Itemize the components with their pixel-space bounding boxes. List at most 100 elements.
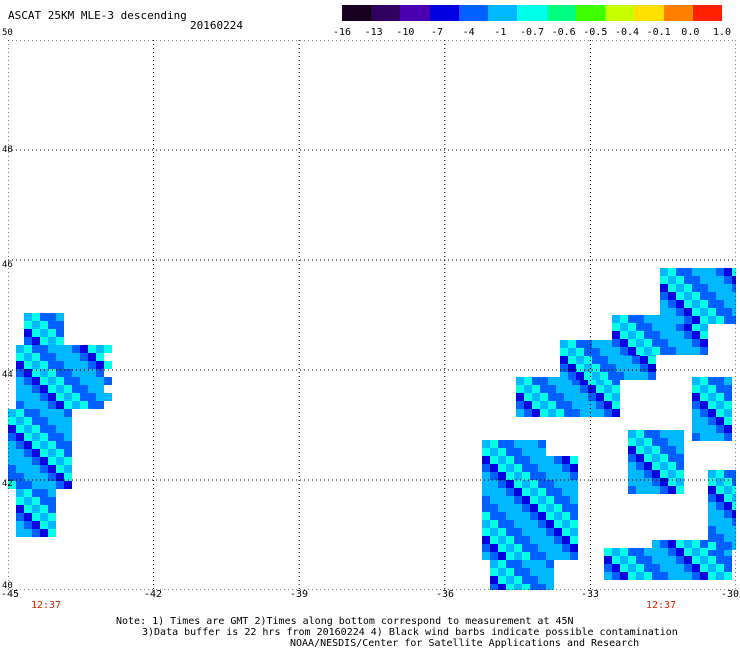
swath-cell (724, 308, 732, 316)
swath-cell (724, 401, 732, 409)
swath-cell (538, 456, 546, 464)
swath-cell (532, 393, 540, 401)
swath-cell (562, 544, 570, 552)
swath-cell (564, 409, 572, 417)
swath-cell (652, 323, 660, 331)
swath-cell (676, 339, 684, 347)
colorbar-segment (634, 5, 664, 21)
swath-cell (16, 465, 24, 473)
swath-cell (660, 339, 668, 347)
swath-cell (522, 544, 530, 552)
map-svg (8, 40, 736, 590)
swath-cell (708, 494, 716, 502)
swath-cell (628, 470, 636, 478)
swath-cell (32, 337, 40, 345)
swath-cell (570, 544, 578, 552)
swath-cell (88, 345, 96, 353)
swath-cell (522, 528, 530, 536)
swath-cell (16, 505, 24, 513)
swath-cell (568, 356, 576, 364)
swath-cell (490, 480, 498, 488)
swath-cell (708, 409, 716, 417)
colorbar-segment (517, 5, 547, 21)
swath-cell (632, 356, 640, 364)
colorbar-label: -16 (332, 27, 352, 38)
swath-cell (668, 478, 676, 486)
swath-cell (676, 572, 684, 580)
swath-cell (72, 401, 80, 409)
swath-cell (506, 440, 514, 448)
swath-cell (490, 504, 498, 512)
swath-cell (572, 377, 580, 385)
swath-cell (636, 572, 644, 580)
swath-cell (32, 393, 40, 401)
swath-cell (716, 401, 724, 409)
swath-cell (514, 528, 522, 536)
swath-cell (506, 584, 514, 590)
swath-cell (56, 433, 64, 441)
swath-cell (532, 401, 540, 409)
swath-cell (24, 433, 32, 441)
swath-cell (668, 268, 676, 276)
swath-cell (604, 409, 612, 417)
colorbar-segment (400, 5, 430, 21)
swath-cell (16, 385, 24, 393)
swath-cell (596, 393, 604, 401)
swath-cell (692, 331, 700, 339)
swath-cell (104, 393, 112, 401)
swath-cell (612, 385, 620, 393)
swath-cell (554, 544, 562, 552)
swath-cell (628, 572, 636, 580)
swath-cell (546, 512, 554, 520)
swath-cell (48, 521, 56, 529)
swath-cell (530, 552, 538, 560)
swath-cell (498, 552, 506, 560)
swath-cell (668, 339, 676, 347)
swath-cell (498, 544, 506, 552)
swath-cell (612, 393, 620, 401)
swath-cell (700, 548, 708, 556)
swath-cell (684, 300, 692, 308)
swath-cell (40, 505, 48, 513)
swath-cell (644, 548, 652, 556)
swath-cell (96, 385, 104, 393)
swath-cell (716, 393, 724, 401)
swath-cell (636, 470, 644, 478)
swath-cell (564, 377, 572, 385)
swath-cell (636, 315, 644, 323)
swath-cell (616, 372, 624, 380)
swath-cell (604, 564, 612, 572)
swath-cell (568, 340, 576, 348)
swath-cell (708, 470, 716, 478)
swath-cell (32, 465, 40, 473)
swath-cell (612, 377, 620, 385)
swath-cell (684, 292, 692, 300)
colorbar-label: 1.0 (712, 27, 732, 38)
swath-cell (530, 568, 538, 576)
swath-cell (32, 433, 40, 441)
grid-lines (8, 40, 736, 590)
swath-cell (24, 497, 32, 505)
swath-cell (708, 548, 716, 556)
swath-cell (716, 268, 724, 276)
swath-cell (64, 385, 72, 393)
swath-cell (648, 372, 656, 380)
swath-cell (716, 486, 724, 494)
swath-cell (506, 552, 514, 560)
swath-cell (522, 480, 530, 488)
swath-cell (554, 472, 562, 480)
swath-cell (48, 377, 56, 385)
swath-cell (24, 401, 32, 409)
swath-cell (498, 448, 506, 456)
swath-cell (546, 504, 554, 512)
swath-cell (676, 470, 684, 478)
swath-cell (708, 534, 716, 542)
swath-cell (96, 369, 104, 377)
swath-cell (716, 510, 724, 518)
swath-cell (506, 472, 514, 480)
swath-cell (684, 572, 692, 580)
swath-cell (538, 536, 546, 544)
swath-cell (588, 409, 596, 417)
swath-cell (620, 556, 628, 564)
swath-cell (490, 440, 498, 448)
